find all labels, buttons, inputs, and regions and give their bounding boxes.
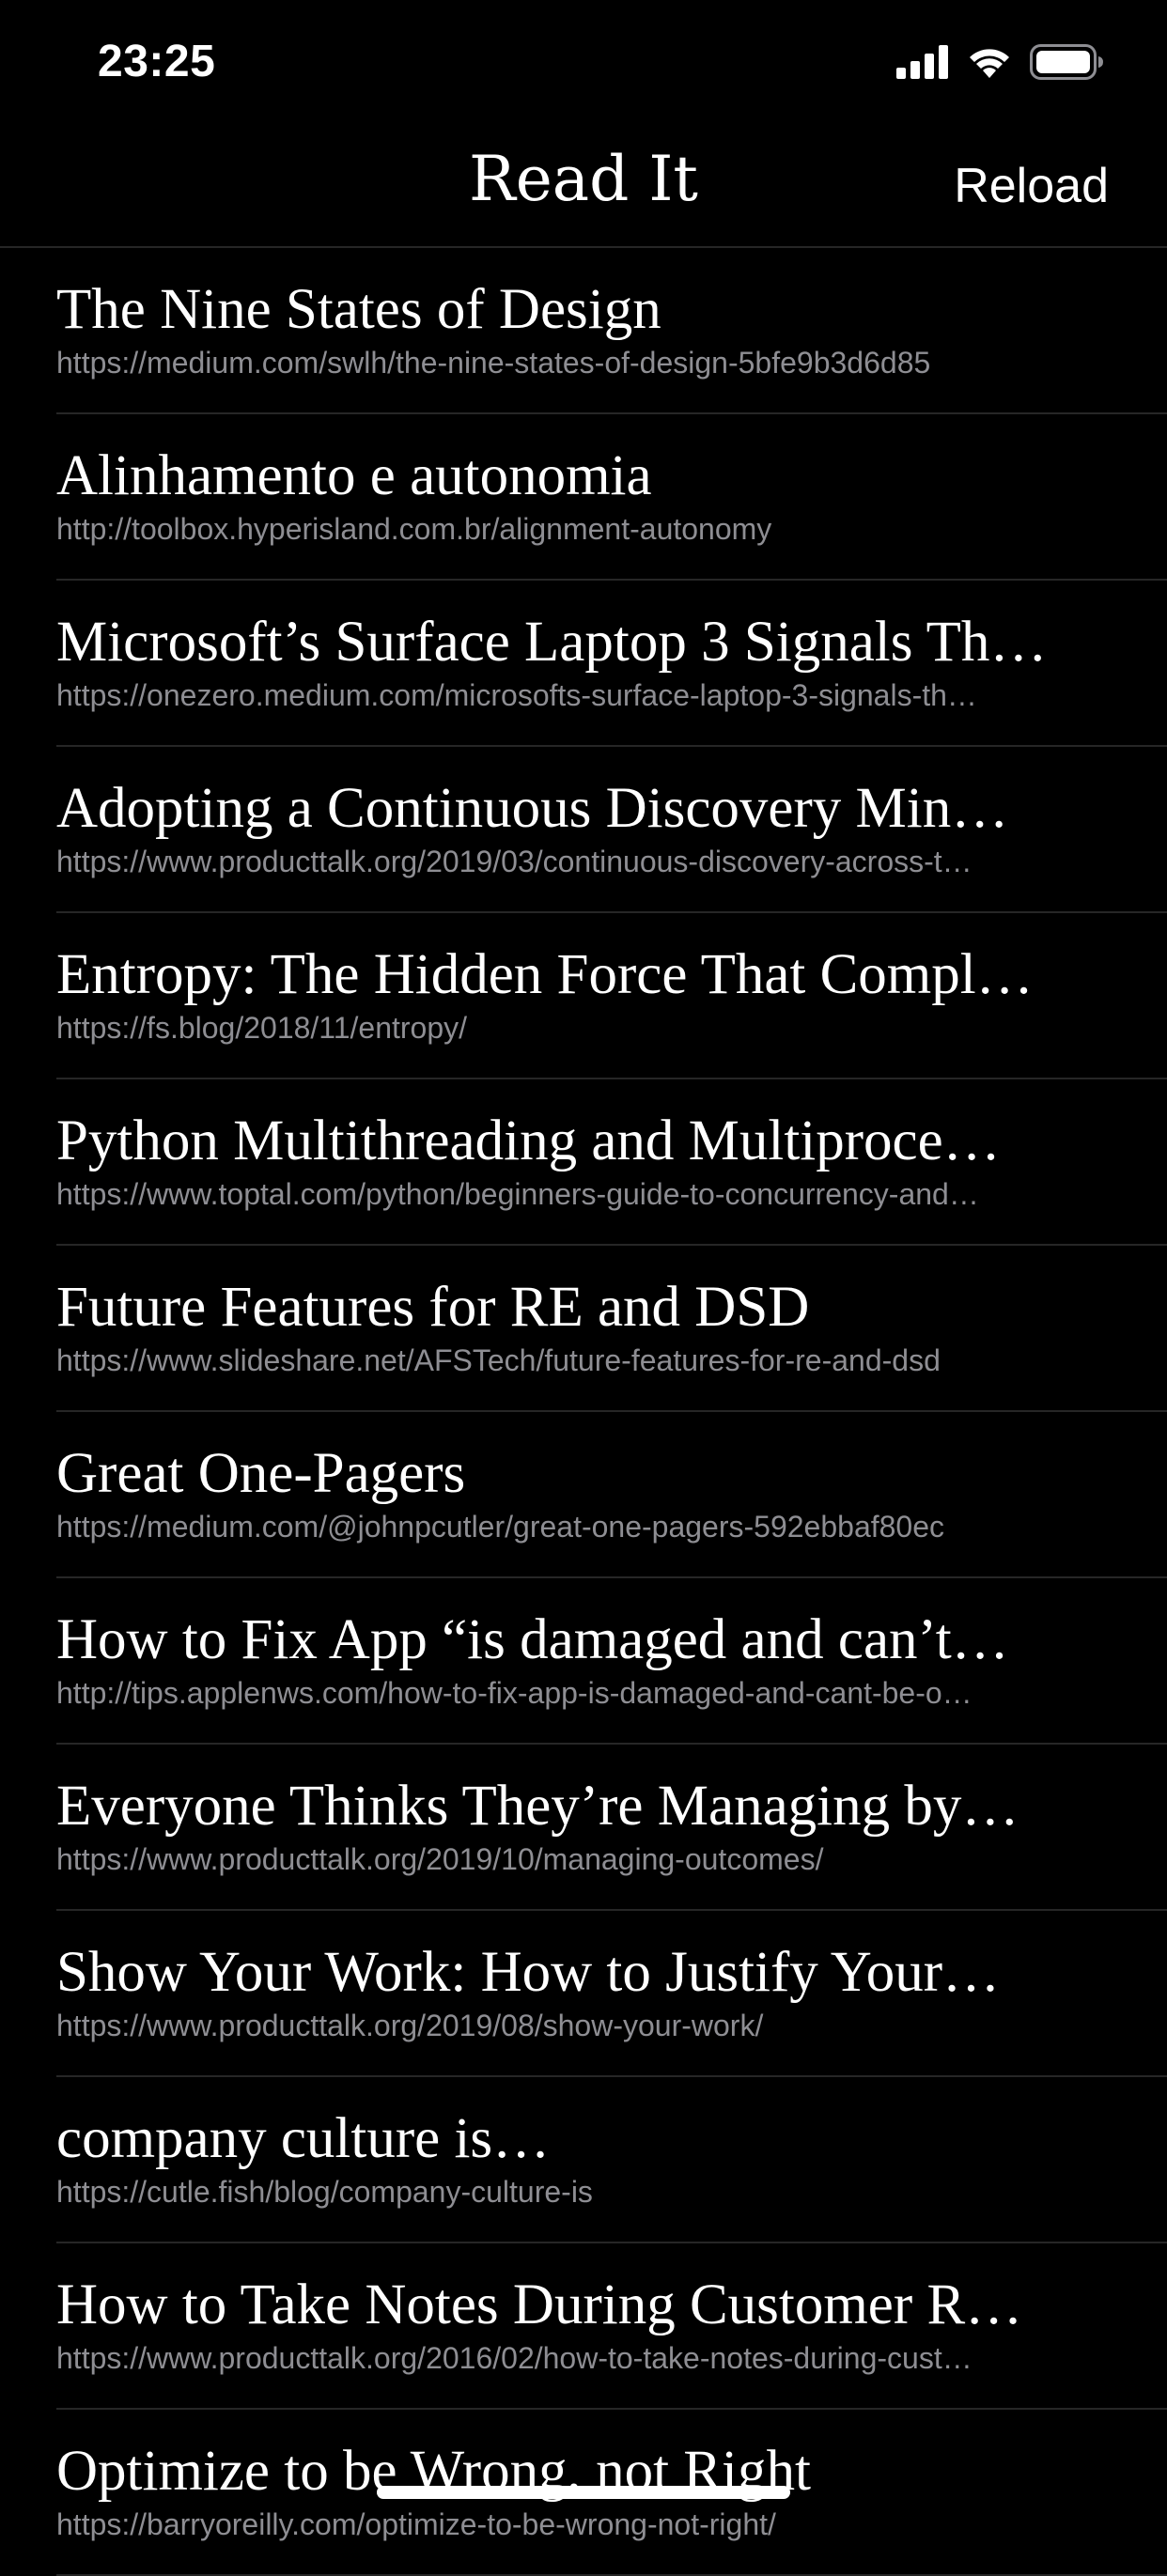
item-title: Alinhamento e autonomia xyxy=(56,444,652,507)
status-icons xyxy=(896,43,1105,85)
item-title: Show Your Work: How to Justify Your… xyxy=(56,1941,1001,2004)
status-time: 23:25 xyxy=(98,37,216,86)
home-indicator[interactable] xyxy=(377,2486,790,2499)
item-url: https://barryoreilly.com/optimize-to-be-… xyxy=(56,2507,776,2541)
list-item[interactable]: Adopting a Continuous Discovery Min… htt… xyxy=(0,747,1167,913)
list-item[interactable]: Future Features for RE and DSD https://w… xyxy=(0,1246,1167,1412)
item-title: The Nine States of Design xyxy=(56,278,661,341)
item-title: company culture is… xyxy=(56,2107,551,2170)
battery-icon xyxy=(1030,43,1105,85)
item-title: Adopting a Continuous Discovery Min… xyxy=(56,777,1009,840)
list-item[interactable]: The Nine States of Design https://medium… xyxy=(0,248,1167,414)
navigation-bar: Read It Reload xyxy=(0,124,1167,248)
wifi-icon xyxy=(966,44,1013,85)
list-item[interactable]: Alinhamento e autonomia http://toolbox.h… xyxy=(0,414,1167,581)
item-url: https://www.producttalk.org/2019/03/cont… xyxy=(56,845,972,878)
item-title: How to Take Notes During Customer R… xyxy=(56,2273,1023,2336)
list-item[interactable]: Microsoft’s Surface Laptop 3 Signals Th…… xyxy=(0,581,1167,747)
item-url: https://onezero.medium.com/microsofts-su… xyxy=(56,678,977,712)
item-title: Future Features for RE and DSD xyxy=(56,1276,810,1339)
status-bar: 23:25 xyxy=(0,0,1167,124)
item-title: Microsoft’s Surface Laptop 3 Signals Th… xyxy=(56,611,1048,674)
item-title: Everyone Thinks They’re Managing by… xyxy=(56,1775,1019,1838)
list-item[interactable]: Great One-Pagers https://medium.com/@joh… xyxy=(0,1412,1167,1578)
reading-list: The Nine States of Design https://medium… xyxy=(0,248,1167,2576)
list-item[interactable]: Everyone Thinks They’re Managing by… htt… xyxy=(0,1745,1167,1911)
list-item[interactable]: Python Multithreading and Multiproce… ht… xyxy=(0,1079,1167,1246)
page-title: Read It xyxy=(469,143,698,215)
item-url: https://www.producttalk.org/2016/02/how-… xyxy=(56,2341,972,2375)
list-item[interactable]: How to Fix App “is damaged and can’t… ht… xyxy=(0,1578,1167,1745)
reload-button[interactable]: Reload xyxy=(954,159,1109,213)
item-url: https://cutle.fish/blog/company-culture-… xyxy=(56,2175,593,2209)
item-title: Entropy: The Hidden Force That Compl… xyxy=(56,943,1034,1006)
list-item[interactable]: company culture is… https://cutle.fish/b… xyxy=(0,2077,1167,2243)
item-url: http://tips.applenws.com/how-to-fix-app-… xyxy=(56,1676,972,1710)
item-url: https://www.toptal.com/python/beginners-… xyxy=(56,1177,979,1211)
list-item[interactable]: Show Your Work: How to Justify Your… htt… xyxy=(0,1911,1167,2077)
item-url: https://www.slideshare.net/AFSTech/futur… xyxy=(56,1343,941,1377)
item-url: https://www.producttalk.org/2019/10/mana… xyxy=(56,1842,824,1876)
item-url: https://fs.blog/2018/11/entropy/ xyxy=(56,1011,468,1045)
cellular-signal-icon xyxy=(896,44,949,84)
list-item[interactable]: How to Take Notes During Customer R… htt… xyxy=(0,2243,1167,2410)
item-title: Great One-Pagers xyxy=(56,1442,466,1505)
item-url: https://medium.com/@johnpcutler/great-on… xyxy=(56,1510,945,1544)
item-title: Python Multithreading and Multiproce… xyxy=(56,1110,1001,1172)
item-url: https://medium.com/swlh/the-nine-states-… xyxy=(56,346,931,380)
item-title: How to Fix App “is damaged and can’t… xyxy=(56,1608,1009,1671)
item-url: https://www.producttalk.org/2019/08/show… xyxy=(56,2009,764,2042)
list-item[interactable]: Entropy: The Hidden Force That Compl… ht… xyxy=(0,913,1167,1079)
item-url: http://toolbox.hyperisland.com.br/alignm… xyxy=(56,512,772,546)
